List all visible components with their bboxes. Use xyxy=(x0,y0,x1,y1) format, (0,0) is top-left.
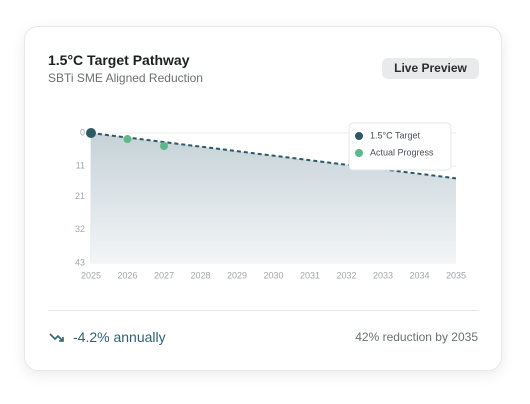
divider xyxy=(48,310,479,311)
legend-swatch xyxy=(355,132,363,140)
chart: 0 11 21 32 43 2025 2026 2027 2028 2029 2030 2031 203… xyxy=(75,122,466,280)
trend-icon xyxy=(49,333,64,342)
legend-box xyxy=(348,122,452,171)
card-subtitle: SBTi SME Aligned Reduction xyxy=(48,71,203,85)
actual-point xyxy=(123,135,132,144)
badge: Live Preview xyxy=(382,58,479,79)
summary: 42% reduction by 2035 xyxy=(355,330,478,344)
x-tick-label: 2034 xyxy=(409,270,429,280)
y-tick-label: 32 xyxy=(75,224,85,234)
x-tick-label: 2031 xyxy=(300,270,320,280)
x-tick-label: 2029 xyxy=(227,270,247,280)
x-tick-label: 2026 xyxy=(117,270,137,280)
target-line xyxy=(90,132,457,180)
legend-label: Actual Progress xyxy=(370,147,434,157)
y-tick-label: 11 xyxy=(76,161,85,171)
x-tick-label: 2025 xyxy=(81,270,101,280)
x-tick-label: 2033 xyxy=(373,270,393,280)
y-tick-label: 0 xyxy=(80,127,85,137)
trend-text: -4.2% annually xyxy=(73,329,166,345)
legend-swatch xyxy=(355,149,363,157)
actual-point xyxy=(160,142,168,150)
x-tick-label: 2032 xyxy=(336,270,356,280)
x-tick-label: 2035 xyxy=(446,270,466,280)
y-tick-label: 21 xyxy=(75,191,85,201)
x-tick-label: 2030 xyxy=(263,270,283,280)
legend-label: 1.5°C Target xyxy=(370,130,420,140)
card-title: 1.5°C Target Pathway xyxy=(48,52,190,68)
y-tick-label: 43 xyxy=(75,257,85,267)
area xyxy=(91,133,456,263)
target-point xyxy=(86,128,96,138)
x-tick-label: 2028 xyxy=(190,270,210,280)
x-tick-label: 2027 xyxy=(154,270,174,280)
